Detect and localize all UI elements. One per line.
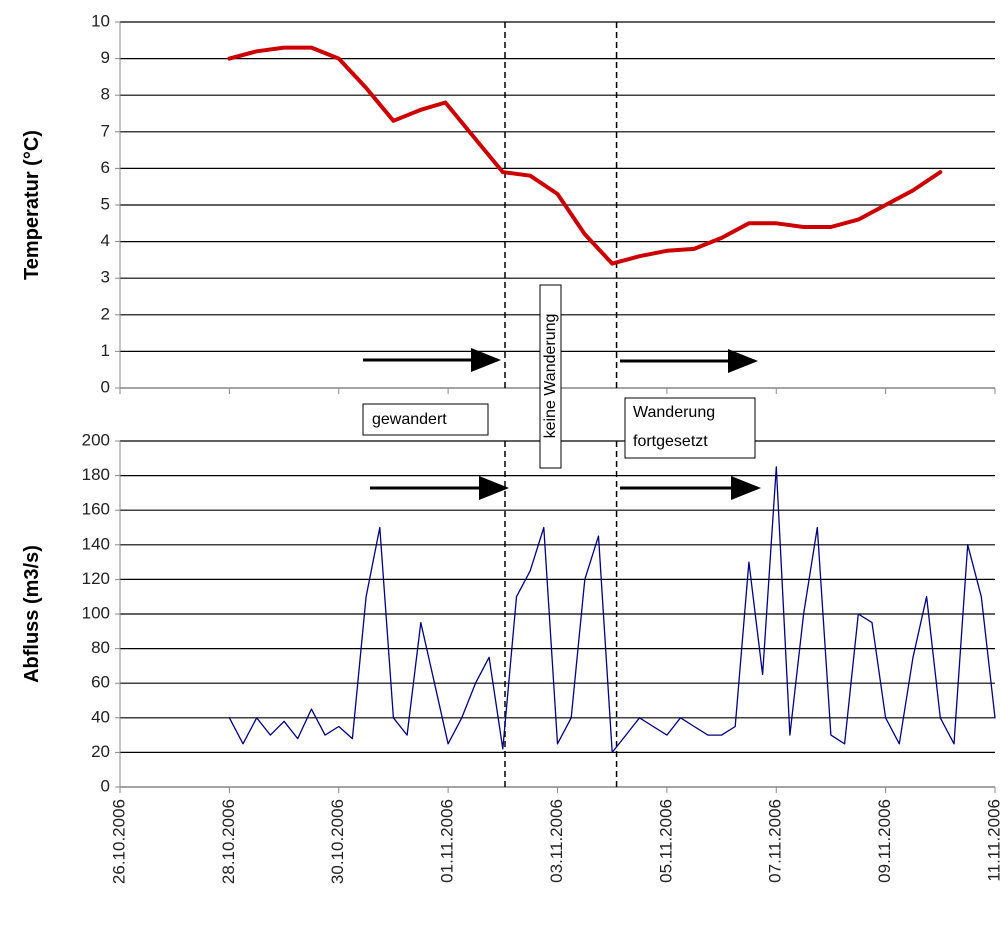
annotation-box (624, 397, 756, 459)
y-tick-label: 20 (91, 742, 110, 761)
x-tick-label: 28.10.2006 (219, 799, 238, 884)
annotation-box (539, 284, 562, 469)
y-tick-label: 8 (101, 85, 110, 104)
series-line (228, 466, 996, 754)
plots: 0 1 2 3 4 5 6 7 8 9 10 Temperatur (°C) 0 20 40 60 80 100 1… (21, 11, 1000, 884)
y-tick-label: 140 (82, 534, 110, 553)
annotation: keine Wanderung (542, 314, 559, 439)
x-tick-label: 07.11.2006 (766, 799, 785, 883)
y-tick-label: 160 (82, 500, 110, 519)
y-tick-label: 1 (101, 341, 110, 360)
y-tick-label: 40 (91, 707, 110, 726)
x-tick-label: 01.11.2006 (438, 799, 457, 883)
annotation: fortgesetzt (633, 433, 708, 450)
y-tick-label: 9 (101, 48, 110, 67)
y-tick-label: 180 (82, 465, 110, 484)
x-tick-label: 11.11.2006 (984, 799, 1000, 882)
x-tick-label: 03.11.2006 (547, 799, 566, 883)
x-tick-label: 09.11.2006 (875, 799, 894, 883)
y-tick-label: 3 (101, 268, 110, 287)
y-tick-label: 200 (82, 430, 110, 449)
y-tick-label: 0 (101, 776, 110, 795)
y-tick-label: 0 (101, 377, 110, 396)
y-axis-label: Temperatur (°C) (21, 130, 43, 280)
y-tick-label: 4 (101, 231, 110, 250)
y-tick-label: 5 (101, 194, 110, 213)
y-tick-label: 6 (101, 158, 110, 177)
y-tick-label: 2 (101, 304, 110, 323)
annotation-box (362, 403, 489, 436)
x-tick-label: 30.10.2006 (328, 799, 347, 884)
y-tick-label: 7 (101, 121, 110, 140)
y-tick-label: 60 (91, 673, 110, 692)
x-tick-label: 05.11.2006 (656, 799, 675, 883)
annotation: Wanderung (633, 404, 715, 421)
y-tick-label: 80 (91, 638, 110, 657)
y-tick-label: 100 (82, 603, 110, 622)
y-axis-label: Abfluss (m3/s) (21, 545, 43, 683)
y-tick-label: 10 (91, 11, 110, 30)
series-line (227, 45, 943, 266)
x-tick-label: 26.10.2006 (109, 799, 128, 884)
annotation: gewandert (372, 411, 447, 428)
y-tick-label: 120 (82, 569, 110, 588)
